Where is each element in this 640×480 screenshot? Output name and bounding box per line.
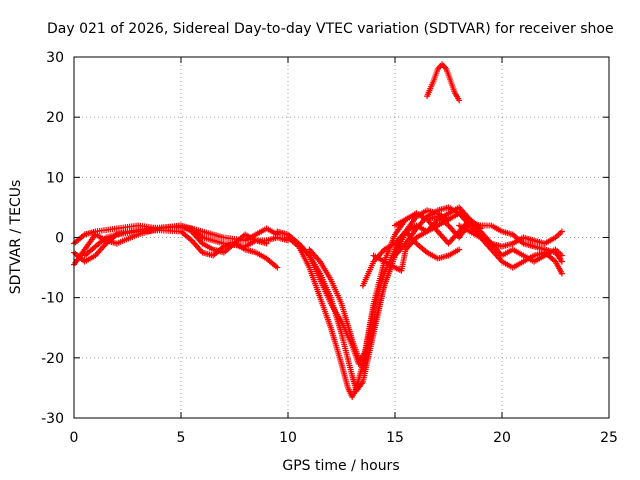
series-track-d [81, 223, 291, 259]
y-tick-label: 20 [46, 110, 64, 126]
data-layer [71, 61, 565, 400]
y-tick-label: -10 [41, 291, 64, 307]
y-axis-label: SDTVAR / TECUs [8, 180, 24, 295]
x-axis-label: GPS time / hours [282, 458, 399, 474]
series-late-4 [456, 222, 565, 250]
data-point [456, 97, 463, 104]
y-tick-label: 10 [46, 170, 64, 186]
data-point [558, 228, 565, 235]
data-point [456, 246, 463, 253]
x-tick-label: 20 [493, 430, 511, 446]
x-tick-label: 10 [279, 430, 297, 446]
x-tick-label: 25 [600, 430, 618, 446]
x-tick-label: 5 [177, 430, 186, 446]
grid-layer [74, 57, 609, 418]
x-tick-label: 15 [386, 430, 404, 446]
y-tick-label: 30 [46, 50, 64, 66]
data-point [558, 270, 565, 277]
y-tick-label: -30 [41, 411, 64, 427]
data-point [274, 264, 281, 271]
x-tick-label: 0 [70, 430, 79, 446]
data-point [558, 258, 565, 265]
y-tick-label: 0 [55, 231, 64, 247]
chart-title: Day 021 of 2026, Sidereal Day-to-day VTE… [47, 21, 614, 37]
series-peak [424, 61, 463, 104]
y-tick-label: -20 [41, 351, 64, 367]
tick-layer: 0 5 10 15 20 25 -30 -20 -10 0 10 20 30 [41, 50, 618, 446]
